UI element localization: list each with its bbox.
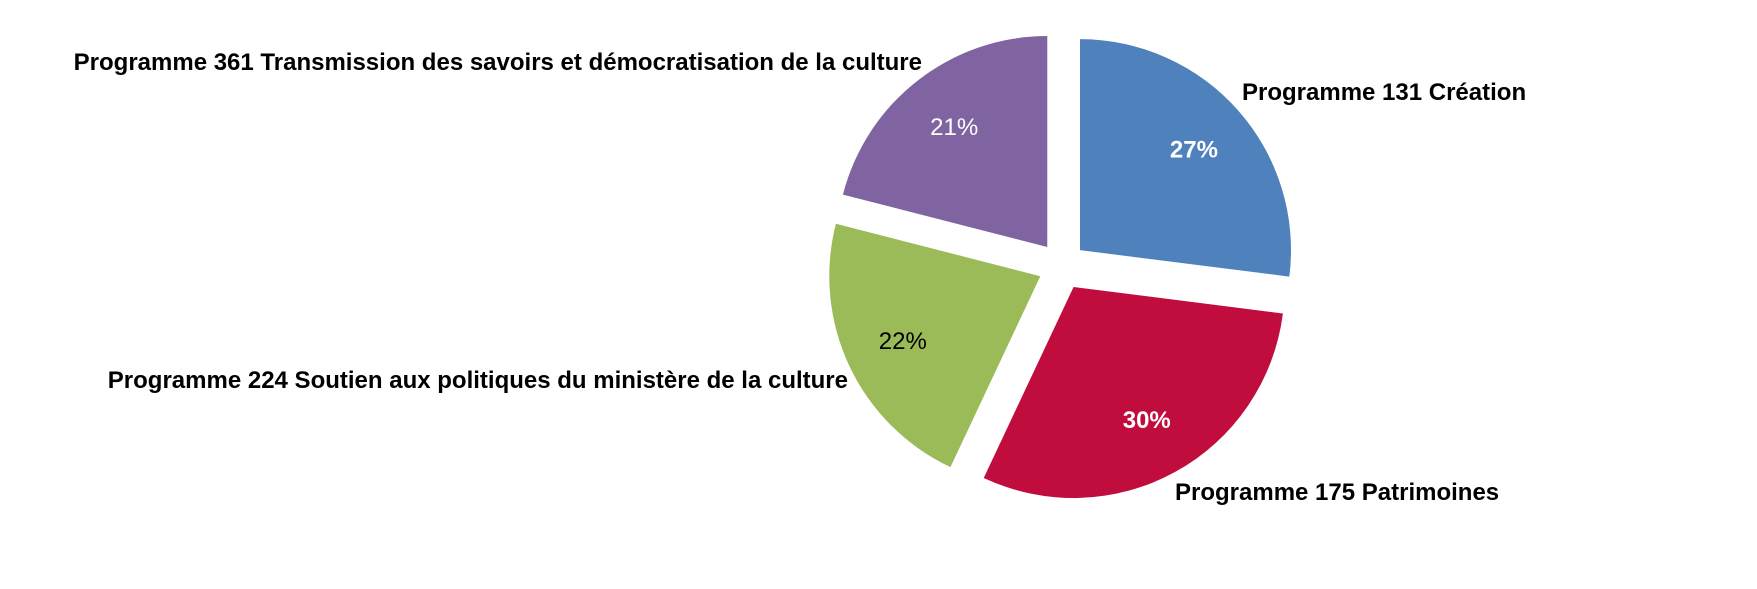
data-label-2: 22% (879, 328, 927, 355)
data-label-1: 30% (1123, 407, 1171, 434)
pie-slice-1 (983, 287, 1283, 499)
pie-slice-0 (1080, 39, 1292, 277)
pie-slice-3 (842, 36, 1048, 248)
data-label-0: 27% (1170, 137, 1218, 164)
pie-slice-2 (829, 223, 1041, 468)
data-label-3: 21% (930, 114, 978, 141)
category-label-175: Programme 175 Patrimoines (1175, 479, 1499, 506)
category-label-131: Programme 131 Création (1242, 79, 1526, 106)
category-label-224: Programme 224 Soutien aux politiques du … (108, 367, 848, 394)
category-label-361: Programme 361 Transmission des savoirs e… (74, 49, 922, 76)
